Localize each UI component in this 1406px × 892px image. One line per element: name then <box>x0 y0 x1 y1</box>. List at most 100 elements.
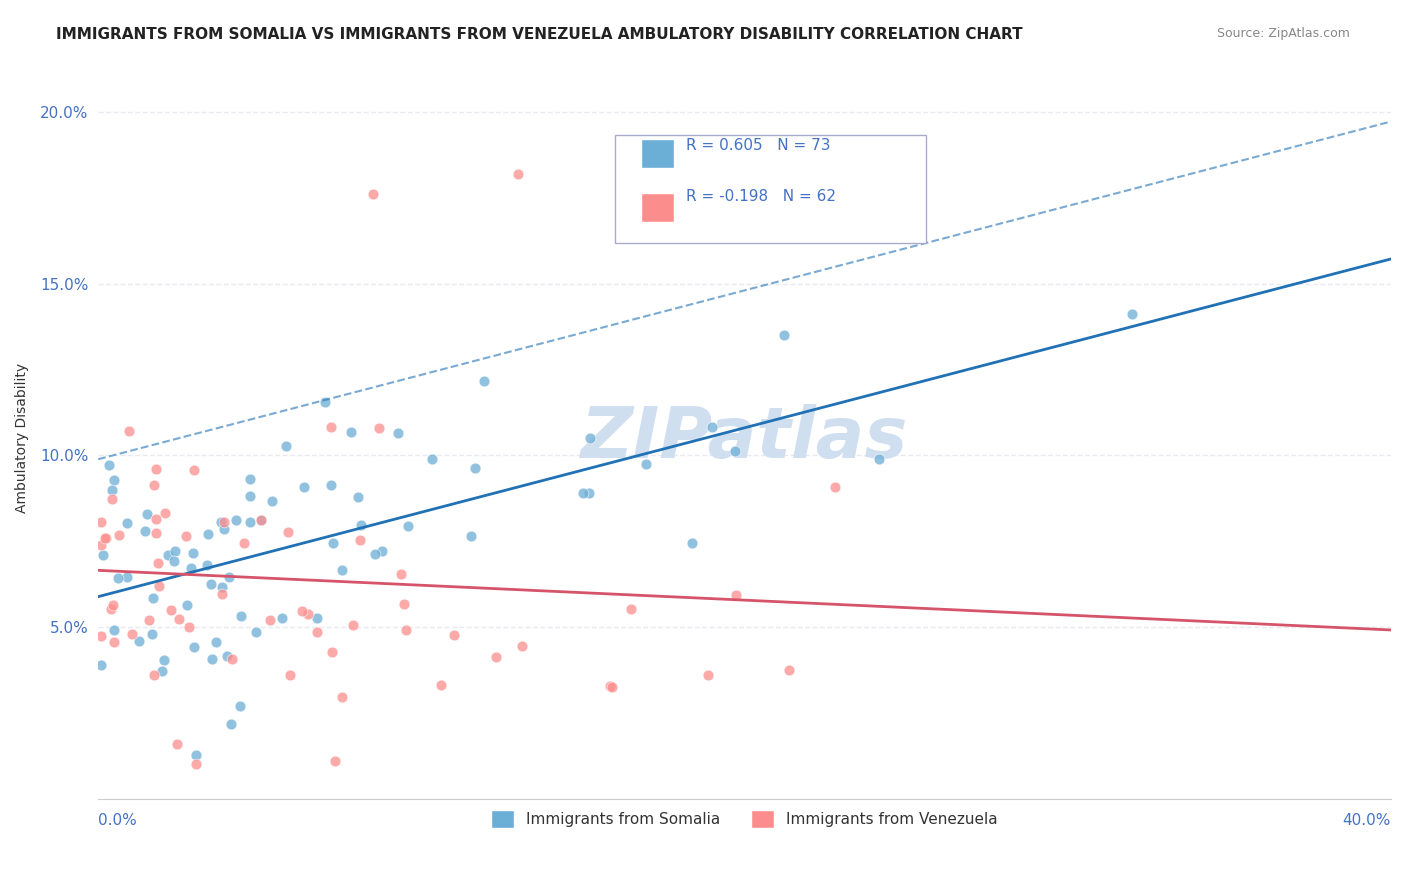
Point <box>824 480 846 494</box>
Point <box>211 580 233 594</box>
Point <box>361 187 384 202</box>
Legend: Immigrants from Somalia, Immigrants from Venezuela: Immigrants from Somalia, Immigrants from… <box>485 804 1004 835</box>
Point <box>197 526 219 541</box>
Point <box>101 598 124 612</box>
Point <box>90 658 112 673</box>
Point <box>184 757 207 772</box>
Point <box>177 620 200 634</box>
Point <box>103 623 125 637</box>
Point <box>250 514 273 528</box>
Point <box>443 628 465 642</box>
Point <box>291 604 314 618</box>
Point <box>322 535 344 549</box>
Point <box>93 548 115 562</box>
Point <box>221 652 243 666</box>
Point <box>212 523 235 537</box>
Point <box>239 472 262 486</box>
Point <box>430 678 453 692</box>
Text: 40.0%: 40.0% <box>1343 814 1391 829</box>
Point <box>115 516 138 530</box>
Point <box>142 667 165 681</box>
Point <box>100 601 122 615</box>
Point <box>176 598 198 612</box>
Point <box>150 664 173 678</box>
Point <box>396 519 419 533</box>
Point <box>232 535 254 549</box>
Point <box>395 624 418 638</box>
Point <box>773 327 796 342</box>
Point <box>101 483 124 498</box>
Point <box>368 421 391 435</box>
Point <box>347 490 370 504</box>
Point <box>90 515 112 529</box>
Point <box>107 572 129 586</box>
Point <box>307 611 329 625</box>
Point <box>108 528 131 542</box>
Point <box>134 524 156 538</box>
Bar <box>641 193 673 222</box>
Point <box>94 531 117 545</box>
Point <box>142 591 165 605</box>
Point <box>330 690 353 705</box>
Text: Source: ZipAtlas.com: Source: ZipAtlas.com <box>1216 27 1350 40</box>
Point <box>156 548 179 562</box>
Point <box>321 420 343 434</box>
Point <box>636 458 658 472</box>
Point <box>142 477 165 491</box>
Point <box>211 586 233 600</box>
Point <box>305 625 328 640</box>
Point <box>195 558 218 572</box>
Point <box>364 548 387 562</box>
Text: R = -0.198   N = 62: R = -0.198 N = 62 <box>686 189 837 204</box>
Point <box>250 513 273 527</box>
Point <box>392 597 415 611</box>
Point <box>145 461 167 475</box>
Point <box>180 560 202 574</box>
Point <box>321 644 343 658</box>
Point <box>225 513 247 527</box>
Text: R = 0.605   N = 73: R = 0.605 N = 73 <box>686 138 831 153</box>
Point <box>153 653 176 667</box>
Point <box>579 431 602 445</box>
Point <box>460 529 482 543</box>
Point <box>274 439 297 453</box>
Point <box>138 614 160 628</box>
Point <box>600 680 623 694</box>
Point <box>778 663 800 677</box>
Point <box>218 570 240 584</box>
Point <box>485 649 508 664</box>
Point <box>145 512 167 526</box>
Point <box>174 529 197 543</box>
Point <box>342 618 364 632</box>
Point <box>167 612 190 626</box>
Point <box>219 717 242 731</box>
Point <box>724 588 747 602</box>
Point <box>183 463 205 477</box>
Point <box>163 554 186 568</box>
Point <box>239 515 262 529</box>
Bar <box>641 139 673 168</box>
Point <box>186 747 208 762</box>
Point <box>200 577 222 591</box>
Point <box>205 635 228 649</box>
Point <box>229 698 252 713</box>
Point <box>166 738 188 752</box>
Point <box>94 531 117 545</box>
Point <box>229 609 252 624</box>
Point <box>349 533 371 547</box>
Point <box>239 489 262 503</box>
Point <box>572 485 595 500</box>
Point <box>136 507 159 521</box>
Point <box>389 566 412 581</box>
Point <box>868 452 890 467</box>
Point <box>103 473 125 487</box>
Point <box>101 491 124 506</box>
Point <box>472 375 495 389</box>
Text: 0.0%: 0.0% <box>98 814 136 829</box>
Point <box>217 649 239 664</box>
Point <box>371 543 394 558</box>
Text: ZIPatlas: ZIPatlas <box>581 404 908 473</box>
Point <box>681 536 703 550</box>
Point <box>262 493 284 508</box>
Point <box>98 458 121 473</box>
